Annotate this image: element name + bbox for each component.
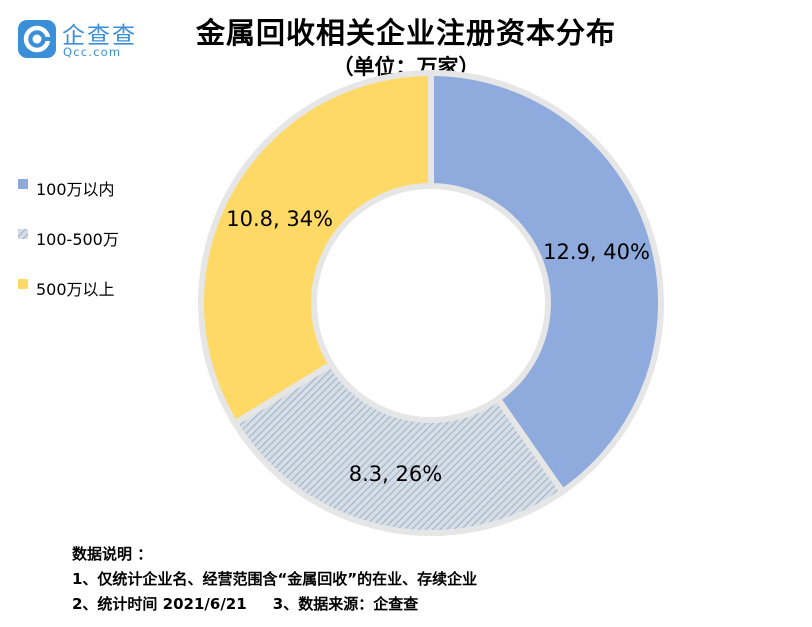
legend-label-2: 100-500万 (36, 230, 119, 249)
slice-label-2: 8.3, 26% (349, 462, 442, 486)
slice-label-3: 10.8, 34% (226, 207, 333, 231)
chart-title: 金属回收相关企业注册资本分布 (195, 16, 616, 50)
legend-label-1: 100万以内 (36, 180, 115, 199)
logo-text-en: Qcc.com (63, 45, 122, 59)
legend-swatch-3 (18, 279, 28, 289)
legend-swatch-1 (18, 179, 28, 189)
notes-line-2: 2、统计时间 2021/6/21 3、数据来源：企查查 (72, 595, 419, 613)
legend-swatch-2 (18, 229, 28, 239)
slice-label-1: 12.9, 40% (543, 240, 650, 264)
donut-slice-2 (230, 360, 567, 536)
donut-slice-1 (428, 69, 664, 496)
notes-line-1: 1、仅统计企业名、经营范围含“金属回收”的在业、存续企业 (72, 570, 478, 588)
logo-text-cn: 企查查 (62, 23, 137, 49)
qcc-logo-icon (18, 20, 56, 58)
donut-slice-3 (198, 69, 434, 428)
data-notes: 数据说明 ： 1、仅统计企业名、经营范围含“金属回收”的在业、存续企业 2、统计… (72, 542, 477, 617)
legend-label-3: 500万以上 (36, 280, 115, 299)
notes-heading: 数据说明 ： (72, 545, 153, 563)
qcc-logo: 企查查 Qcc.com (18, 18, 148, 62)
